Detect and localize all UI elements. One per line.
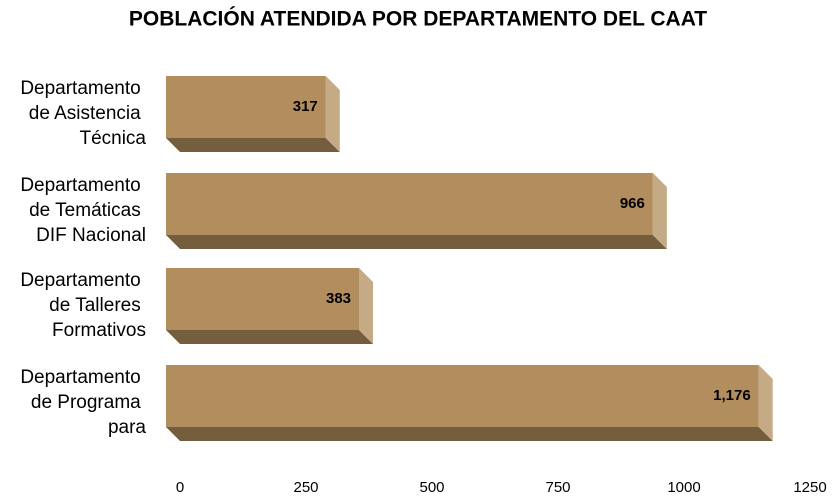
bar bbox=[166, 173, 653, 235]
value-label: 383 bbox=[326, 290, 351, 307]
x-tick-label: 1250 bbox=[793, 479, 826, 496]
bar-bottom bbox=[166, 427, 773, 441]
bar-side bbox=[325, 76, 340, 152]
x-tick-label: 0 bbox=[176, 479, 184, 496]
bar bbox=[166, 365, 759, 427]
x-tick-label: 1000 bbox=[667, 479, 700, 496]
y-tick-label: Departamento de Talleres Formativos bbox=[20, 270, 146, 341]
bar-side bbox=[652, 173, 667, 249]
chart-title: POBLACIÓN ATENDIDA POR DEPARTAMENTO DEL … bbox=[129, 7, 707, 31]
value-label: 317 bbox=[293, 98, 318, 115]
value-label: 966 bbox=[620, 195, 645, 212]
y-tick-label: Departamento de Programa para bbox=[20, 367, 146, 438]
bar-bottom bbox=[166, 138, 340, 152]
x-tick-label: 750 bbox=[545, 479, 570, 496]
value-label: 1,176 bbox=[713, 387, 751, 404]
bar-side bbox=[758, 365, 773, 441]
bar-side bbox=[359, 268, 374, 344]
y-tick-label: Departamento de Temáticas DIF Nacional bbox=[20, 175, 146, 246]
x-tick-label: 250 bbox=[293, 479, 318, 496]
bar-bottom bbox=[166, 235, 667, 249]
bar-bottom bbox=[166, 330, 374, 344]
bar bbox=[166, 76, 326, 138]
y-tick-label: Departamento de Asistencia Técnica bbox=[20, 78, 146, 149]
bar bbox=[166, 268, 360, 330]
x-tick-label: 500 bbox=[419, 479, 444, 496]
